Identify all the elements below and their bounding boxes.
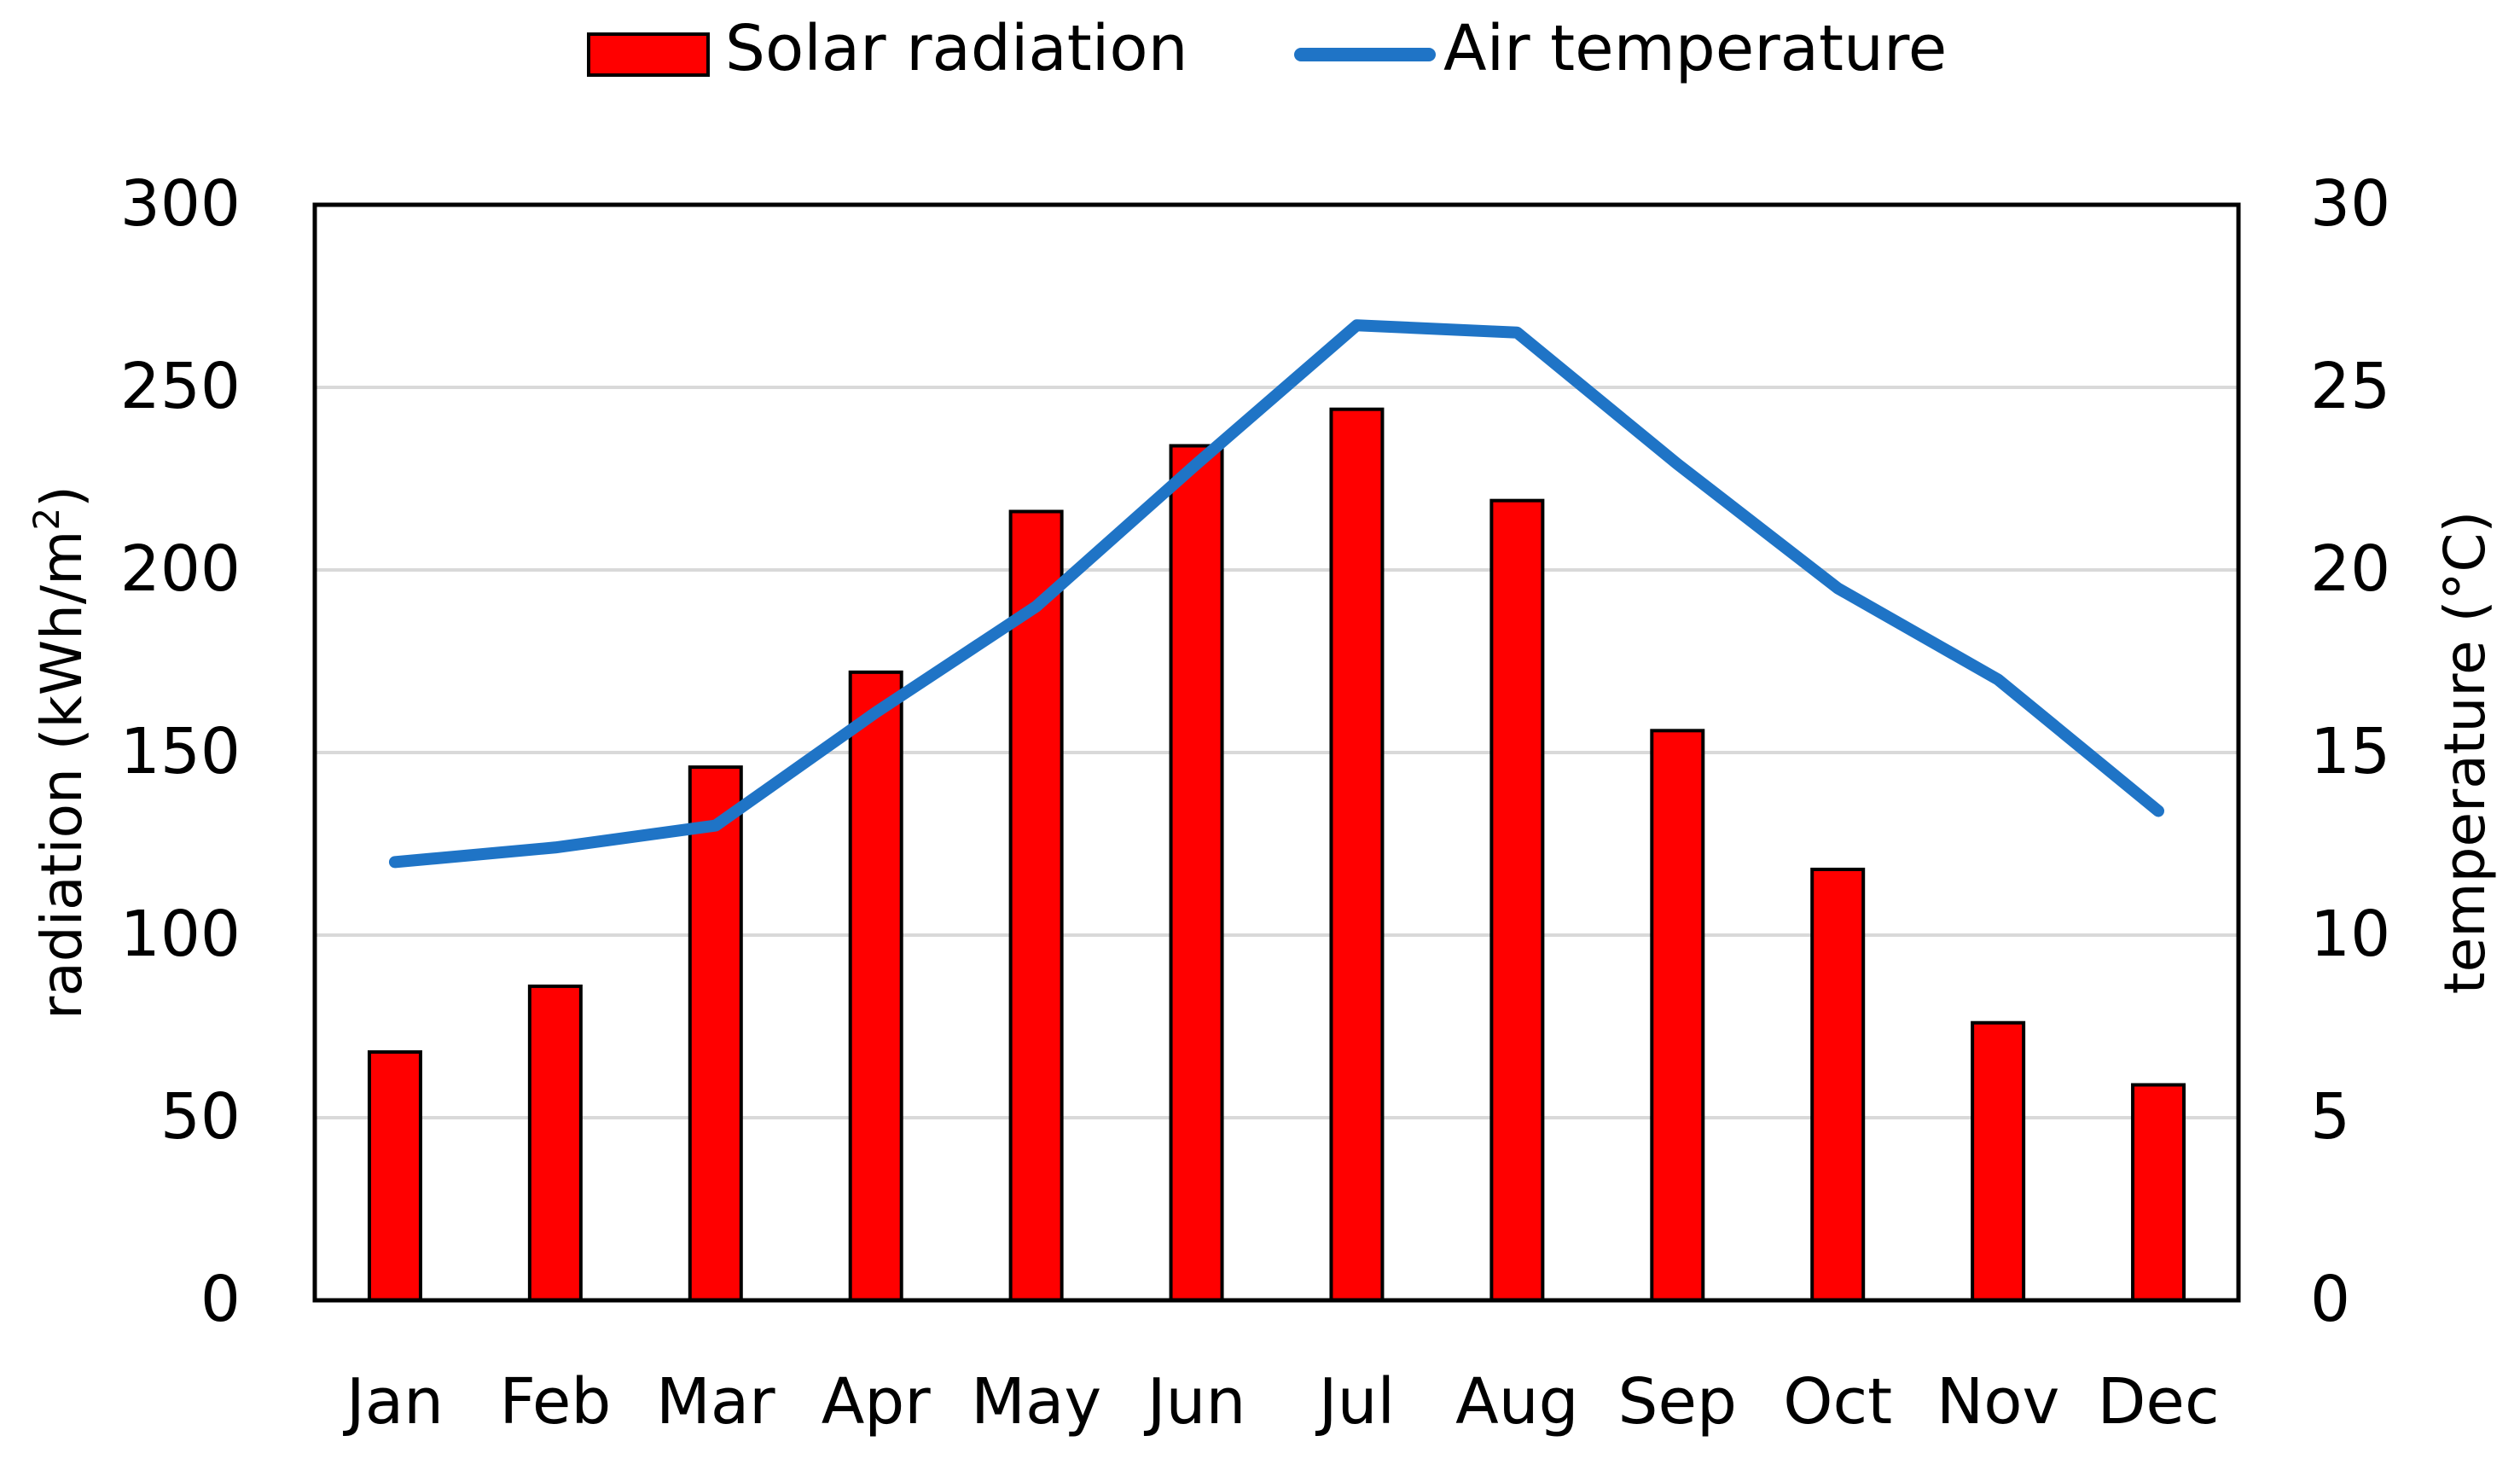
x-tick-label-may: May [971,1365,1101,1439]
left-tick-label: 150 [120,715,241,788]
legend-label-solar-radiation: Solar radiation [725,12,1188,85]
x-tick-label-oct: Oct [1783,1365,1892,1439]
bar-nov [1971,1020,2026,1302]
x-tick-label-apr: Apr [822,1365,932,1439]
bar-apr [848,670,903,1302]
left-axis-title-main: radiation (kWh/m [29,531,95,1020]
x-tick-label-aug: Aug [1455,1365,1579,1439]
bar-feb [527,984,583,1303]
x-tick-label-jan: Jan [343,1365,444,1439]
right-tick-label: 30 [2310,167,2390,241]
plot-area-frame [312,202,2241,1303]
left-tick-label: 250 [120,350,241,423]
x-tick-label-dec: Dec [2097,1365,2219,1439]
right-tick-label: 25 [2310,350,2390,423]
air-temperature-line [388,319,2165,869]
right-tick-label: 5 [2310,1080,2350,1154]
right-axis-ticks: 0 5 10 15 20 25 30 [2310,167,2390,1336]
x-tick-label-jul: Jul [1315,1365,1395,1439]
legend-label-air-temperature: Air temperature [1443,12,1947,85]
x-tick-label-sep: Sep [1618,1365,1737,1439]
bar-jan [367,1049,422,1302]
bar-jun [1169,444,1224,1302]
x-axis-ticks: Jan Feb Mar Apr May Jun Jul Aug Sep Oct Nov Dec [343,1365,2220,1439]
left-tick-label: 0 [200,1263,241,1336]
bar-may [1008,509,1064,1302]
bar-jul [1329,407,1385,1302]
left-axis-ticks: 0 50 100 150 200 250 300 [120,167,241,1336]
gridlines [315,386,2238,1119]
left-axis-title-superscript: 2 [26,508,67,531]
bar-aug [1489,498,1545,1302]
right-tick-label: 10 [2310,898,2390,971]
bars [367,407,2186,1303]
right-tick-label: 0 [2310,1263,2350,1336]
right-tick-label: 15 [2310,715,2390,788]
right-axis-title: temperature (°C) [2432,511,2498,994]
x-tick-label-nov: Nov [1936,1365,2059,1439]
x-tick-label-jun: Jun [1144,1365,1246,1439]
left-axis-title-end: ) [29,485,95,508]
legend-bar-swatch [587,32,710,77]
bar-oct [1810,867,1866,1303]
bar-dec [2131,1083,2186,1302]
x-tick-label-mar: Mar [656,1365,775,1439]
left-tick-label: 50 [160,1080,241,1154]
left-tick-label: 200 [120,532,241,606]
bar-sep [1650,729,1705,1302]
bar-mar [688,765,743,1302]
left-tick-label: 100 [120,898,241,971]
x-tick-label-feb: Feb [499,1365,611,1439]
left-axis-title: radiation (kWh/m2) [26,485,95,1020]
legend: Solar radiation Air temperature [587,12,1947,85]
right-tick-label: 20 [2310,532,2390,606]
left-tick-label: 300 [120,167,241,241]
